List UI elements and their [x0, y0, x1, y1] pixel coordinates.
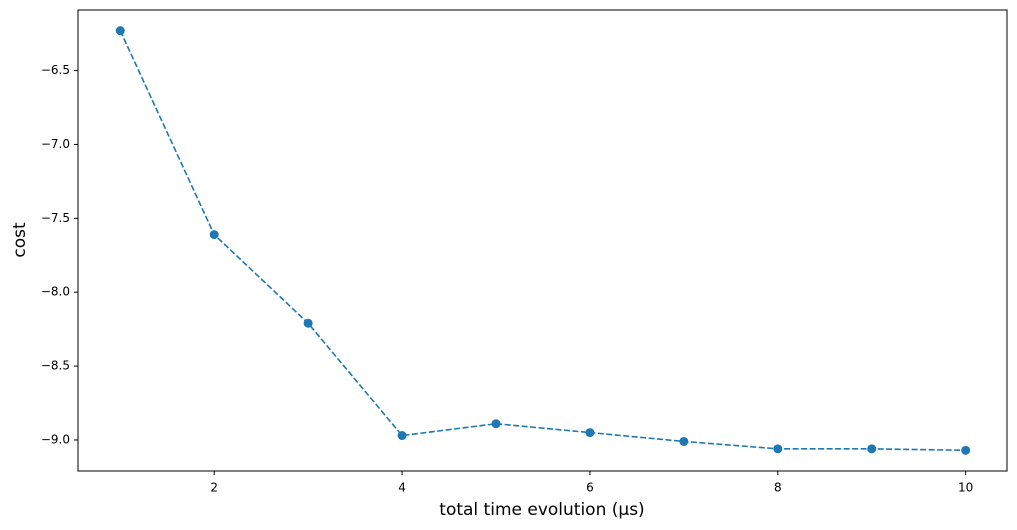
x-tick-label: 2 — [210, 481, 218, 495]
y-tick-label: −7.0 — [41, 137, 70, 151]
data-point — [961, 445, 971, 455]
data-point — [115, 26, 125, 36]
data-point — [867, 444, 877, 454]
data-point — [679, 436, 689, 446]
x-tick-label: 10 — [958, 481, 973, 495]
data-point — [397, 431, 407, 441]
y-tick-label: −7.5 — [41, 211, 70, 225]
data-point — [773, 444, 783, 454]
y-tick-label: −9.0 — [41, 432, 70, 446]
data-point — [491, 419, 501, 429]
y-axis-label: cost — [10, 222, 30, 258]
data-line — [119, 30, 966, 452]
y-tick-label: −8.0 — [41, 285, 70, 299]
y-tick-label: −8.5 — [41, 359, 70, 373]
plot-frame — [77, 9, 1008, 472]
x-tick-label: 8 — [774, 481, 782, 495]
y-tick-label: −6.5 — [41, 63, 70, 77]
data-point — [209, 230, 219, 240]
data-point — [303, 318, 313, 328]
x-tick-label: 6 — [586, 481, 594, 495]
data-point — [585, 428, 595, 438]
x-tick-label: 4 — [398, 481, 406, 495]
x-axis-label: total time evolution (µs) — [439, 500, 644, 520]
